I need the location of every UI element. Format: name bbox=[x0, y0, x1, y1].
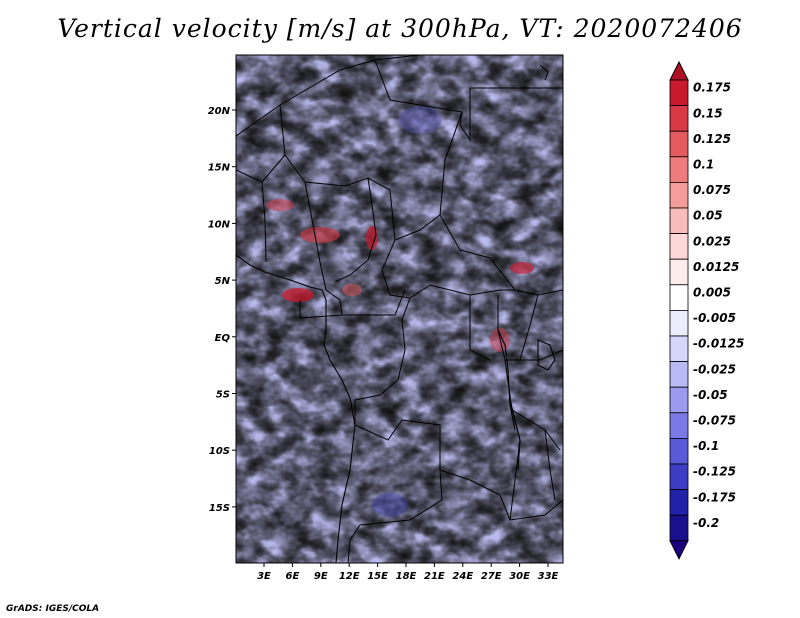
lon-tick-label: 15E bbox=[367, 571, 388, 582]
colorbar-segment bbox=[669, 105, 689, 132]
colorbar-segment bbox=[669, 412, 689, 439]
colorbar-segment bbox=[669, 79, 689, 107]
strong-downdraft-cell bbox=[372, 493, 408, 517]
colorbar: 0.175 0.15 0.125 0.1 0.075 0.05 0.025 0.0125 0.0… bbox=[669, 60, 744, 560]
strong-updraft-cell bbox=[300, 227, 340, 243]
colorbar-segment bbox=[669, 207, 689, 235]
colorbar-bottom-arrow bbox=[669, 540, 689, 560]
colorbar-label: 0.125 bbox=[693, 132, 731, 146]
lon-tick-label: 3E bbox=[257, 571, 271, 582]
colorbar-label: 0.005 bbox=[693, 285, 731, 299]
colorbar-segment bbox=[669, 130, 689, 158]
colorbar-label: -0.005 bbox=[693, 311, 736, 325]
strong-downdraft-cell bbox=[398, 106, 442, 134]
strong-updraft-cell bbox=[366, 226, 378, 250]
velocity-field bbox=[236, 55, 563, 563]
colorbar-segment bbox=[669, 386, 689, 414]
lat-tick-label: 5N bbox=[215, 276, 231, 287]
colorbar-label: -0.1 bbox=[693, 439, 719, 453]
lon-tick-label: 33E bbox=[538, 571, 559, 582]
lat-tick-label: 5S bbox=[216, 390, 230, 401]
colorbar-label: -0.075 bbox=[693, 413, 736, 427]
lon-tick-label: 30E bbox=[509, 571, 530, 582]
lat-tick-label: 15S bbox=[209, 503, 230, 514]
colorbar-label: -0.125 bbox=[693, 465, 736, 479]
lat-tick-label: EQ bbox=[215, 333, 231, 344]
lon-tick-label: 27E bbox=[481, 571, 502, 582]
lat-tick-label: 20N bbox=[208, 106, 231, 117]
country-borders bbox=[236, 55, 563, 563]
lon-tick-label: 9E bbox=[314, 571, 328, 582]
colorbar-label: 0.05 bbox=[693, 209, 723, 223]
coastline bbox=[236, 64, 556, 563]
colorbar-top-arrow bbox=[669, 60, 689, 81]
colorbar-label: 0.15 bbox=[693, 106, 723, 120]
colorbar-label: 0.0125 bbox=[693, 260, 739, 274]
strong-updraft-cell bbox=[510, 262, 534, 274]
colorbar-label: -0.05 bbox=[693, 388, 728, 402]
colorbar-label: 0.075 bbox=[693, 183, 731, 197]
colorbar-segment bbox=[669, 489, 689, 516]
map-title: Vertical velocity [m/s] at 300hPa, VT: 2… bbox=[57, 14, 743, 43]
colorbar-label: -0.0125 bbox=[693, 337, 744, 351]
colorbar-segment bbox=[669, 284, 689, 311]
colorbar-segment bbox=[669, 181, 689, 209]
colorbar-label: 0.025 bbox=[693, 234, 731, 248]
lon-tick-label: 24E bbox=[452, 571, 473, 582]
map-frame bbox=[235, 54, 564, 564]
colorbar-label: -0.175 bbox=[693, 490, 736, 504]
lon-tick-label: 12E bbox=[339, 571, 360, 582]
colorbar-segment bbox=[669, 309, 689, 337]
lon-tick-label: 21E bbox=[424, 571, 445, 582]
lat-tick-label: 10N bbox=[208, 219, 231, 230]
colorbar-segment bbox=[669, 233, 689, 260]
colorbar-label: 0.175 bbox=[693, 81, 731, 95]
strong-updraft-cell bbox=[282, 288, 314, 302]
lon-tick-label: 6E bbox=[286, 571, 300, 582]
colorbar-label: -0.2 bbox=[693, 516, 719, 530]
colorbar-segment bbox=[669, 335, 689, 363]
colorbar-segment bbox=[669, 514, 689, 542]
longitude-axis: 3E 6E 9E 12E 15E 18E 21E 24E 27E 30E 33E bbox=[257, 563, 559, 582]
lat-tick-label: 15N bbox=[208, 163, 231, 174]
colorbar-segment bbox=[669, 361, 689, 388]
colorbar-label: 0.1 bbox=[693, 157, 714, 171]
grads-credit: GrADS: IGES/COLA bbox=[6, 604, 100, 614]
strong-updraft-cell bbox=[342, 284, 362, 296]
colorbar-segment bbox=[669, 258, 689, 286]
colorbar-segment bbox=[669, 156, 689, 183]
latitude-axis: 20N 15N 10N 5N EQ 5S 10S 15S bbox=[208, 106, 236, 514]
colorbar-segment bbox=[669, 437, 689, 465]
colorbar-segment bbox=[669, 463, 689, 491]
strong-updraft-cell bbox=[266, 199, 294, 211]
lon-tick-label: 18E bbox=[396, 571, 417, 582]
lat-tick-label: 10S bbox=[209, 446, 230, 457]
colorbar-label: -0.025 bbox=[693, 362, 736, 376]
